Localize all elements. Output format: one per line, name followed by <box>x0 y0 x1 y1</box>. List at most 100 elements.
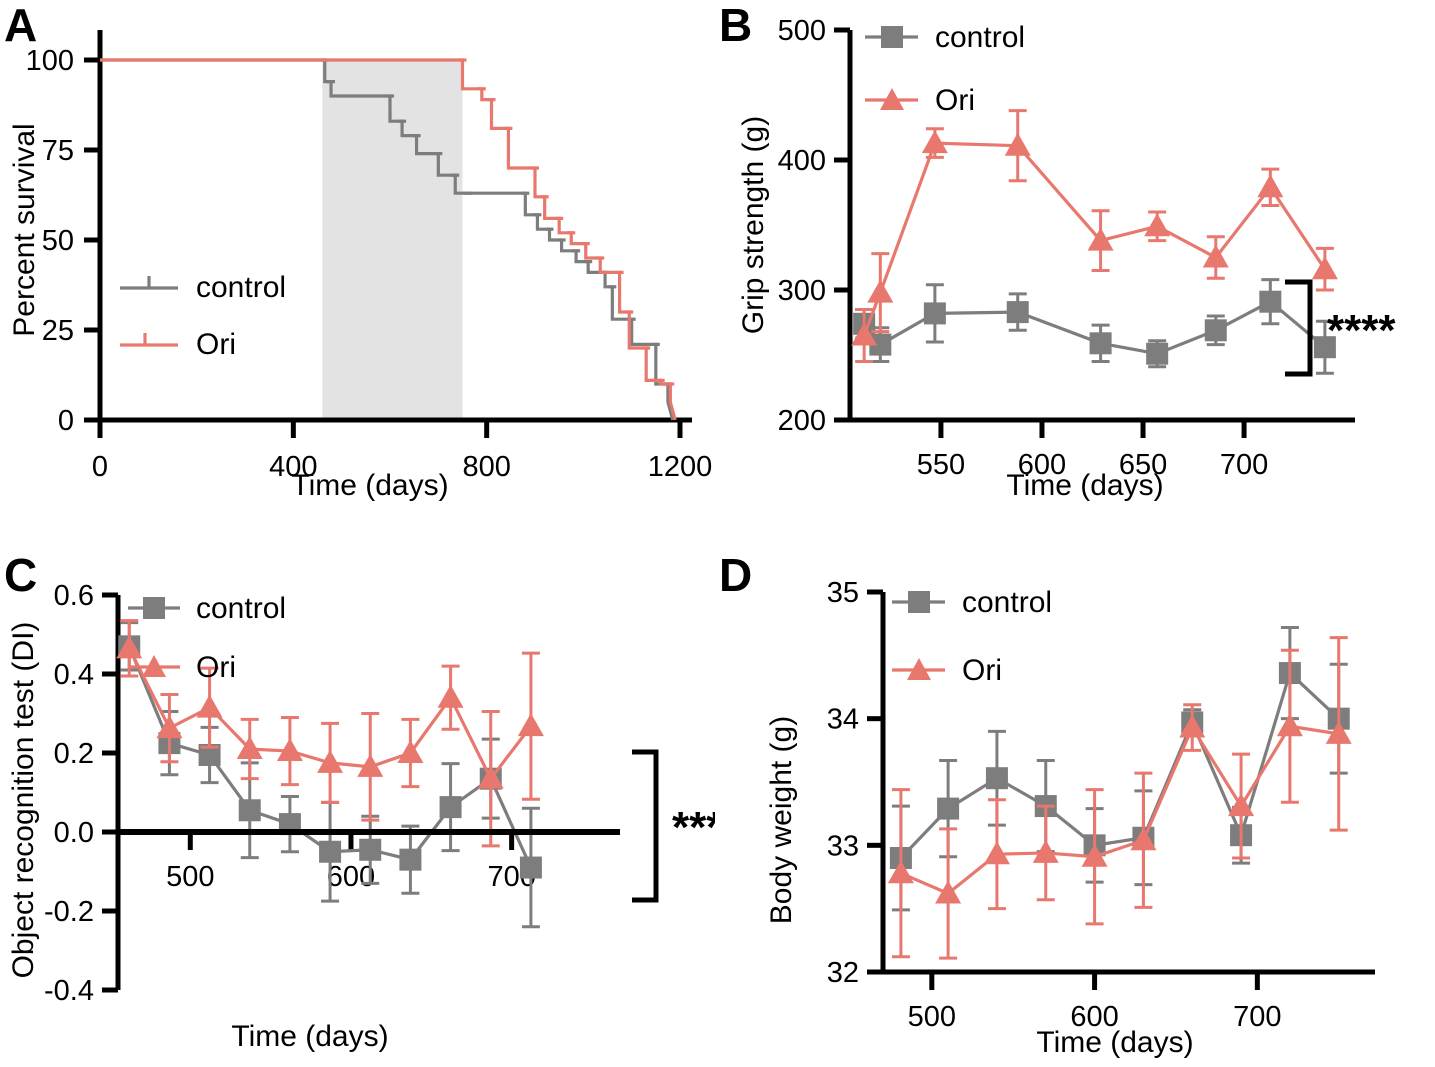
legend-label-control: control <box>196 271 286 304</box>
treatment-shaded-band <box>322 60 463 420</box>
panel-d-yaxis-title: Body weight (g) <box>765 716 798 924</box>
datapoint-square <box>1259 290 1282 313</box>
xtick-label: 500 <box>166 861 214 893</box>
datapoint-triangle <box>1325 720 1352 744</box>
datapoint-triangle <box>397 740 424 763</box>
xtick-label: 650 <box>1119 449 1167 481</box>
significance-bracket <box>632 749 659 903</box>
legend-label-control: control <box>962 586 1052 619</box>
ytick-label: 200 <box>778 405 826 437</box>
ytick-label: 0.0 <box>54 817 94 849</box>
panel-d-letter: D <box>719 549 753 601</box>
ytick-label: 0 <box>58 405 74 437</box>
ytick-label: 0.4 <box>54 659 94 691</box>
ytick-label: 300 <box>778 275 826 307</box>
datapoint-square <box>1313 336 1336 359</box>
datapoint-square <box>519 856 542 879</box>
datapoint-triangle <box>1081 843 1108 867</box>
datapoint-triangle <box>851 322 878 346</box>
datapoint-square <box>869 333 892 356</box>
panel-b-legend: control Ori <box>865 21 1025 117</box>
datapoint-triangle <box>156 715 183 739</box>
datapoint-square <box>1006 301 1029 324</box>
datapoint-triangle <box>1032 839 1059 863</box>
datapoint-triangle <box>517 713 544 737</box>
significance-stars: *** <box>672 803 715 852</box>
panel-c-xaxis-title: Time (days) <box>231 1020 388 1053</box>
datapoint-square <box>923 302 946 325</box>
xtick-label: 550 <box>917 449 965 481</box>
datapoint-triangle <box>983 841 1010 865</box>
ytick-label: 75 <box>42 135 74 167</box>
datapoint-triangle <box>276 738 303 762</box>
legend-label-ori: Ori <box>196 651 236 684</box>
datapoint-square <box>439 796 462 819</box>
panel-a-chart: 0 25 50 75 100 0 400 800 1200 Time (days) Percen… <box>8 30 712 502</box>
datapoint-triangle <box>317 749 344 773</box>
datapoint-triangle <box>1144 213 1171 237</box>
ytick-label: -0.2 <box>44 896 94 928</box>
datapoint-triangle <box>1004 132 1031 156</box>
ytick-label: 33 <box>827 830 859 862</box>
legend-marker-ori <box>880 88 904 110</box>
xtick-label: 600 <box>327 861 375 893</box>
xtick-label: 400 <box>269 451 317 483</box>
datapoint-triangle <box>1130 827 1157 851</box>
panel-b-xaxis-title: Time (days) <box>1006 469 1163 502</box>
legend-label-control: control <box>196 592 286 625</box>
legend-label-ori: Ori <box>196 328 236 361</box>
datapoint-triangle <box>1179 714 1206 738</box>
ytick-label: 32 <box>827 957 859 989</box>
datapoint-square <box>238 799 261 822</box>
legend-marker-control <box>881 26 903 48</box>
panel-c-significance: *** <box>632 749 715 903</box>
ytick-label: 25 <box>42 315 74 347</box>
panel-c-letter: C <box>4 549 38 601</box>
line-Ori <box>900 724 1339 896</box>
datapoint-square <box>399 848 422 871</box>
datapoint-square <box>319 840 342 863</box>
datapoint-square <box>1146 342 1169 365</box>
datapoint-square <box>1089 332 1112 355</box>
xtick-label: 600 <box>1018 449 1066 481</box>
datapoint-triangle <box>236 736 263 760</box>
ytick-label: 400 <box>778 145 826 177</box>
panel-a-legend: control Ori <box>120 271 286 361</box>
legend-marker-ori <box>907 658 931 680</box>
panel-a-xaxis-title: Time (days) <box>291 469 448 502</box>
panel-a-letter: A <box>4 0 38 51</box>
xtick-label: 700 <box>1233 1001 1281 1033</box>
significance-bracket <box>1285 279 1313 377</box>
ytick-label: 0.6 <box>54 580 94 612</box>
panel-b-significance: **** <box>1285 279 1396 377</box>
panel-b-yaxis-title: Grip strength (g) <box>737 116 770 334</box>
legend-marker-control <box>143 597 165 619</box>
panel-c-legend: control Ori <box>128 592 286 684</box>
ytick-label: 100 <box>26 45 74 77</box>
datapoint-triangle <box>116 635 143 659</box>
datapoint-triangle <box>1257 174 1284 198</box>
xtick-label: 600 <box>1070 1001 1118 1033</box>
datapoint-square <box>937 797 960 820</box>
panel-d-legend: control Ori <box>892 586 1052 687</box>
ytick-label: 0.2 <box>54 738 94 770</box>
ytick-label: 35 <box>827 577 859 609</box>
panel-c-yaxis-title: Object recognition test (DI) <box>7 622 40 979</box>
ytick-label: 500 <box>778 15 826 47</box>
panel-a-yaxis-title: Percent survival <box>8 123 41 336</box>
datapoint-triangle <box>196 694 223 718</box>
xtick-label: 800 <box>462 451 510 483</box>
ytick-label: 50 <box>42 225 74 257</box>
xtick-label: 0 <box>92 451 108 483</box>
significance-stars: **** <box>1327 306 1396 355</box>
panel-c: C -0.4 -0.2 0.0 0.2 0.4 0.6 500 600 700 Time (da… <box>0 530 715 1067</box>
datapoint-square <box>359 838 382 861</box>
datapoint-triangle <box>1087 227 1114 251</box>
datapoint-square <box>985 767 1008 790</box>
line-control <box>899 670 1340 860</box>
datapoint-triangle <box>1228 793 1255 817</box>
survival-curve-control <box>100 58 675 421</box>
ytick-label: -0.4 <box>44 975 94 1007</box>
